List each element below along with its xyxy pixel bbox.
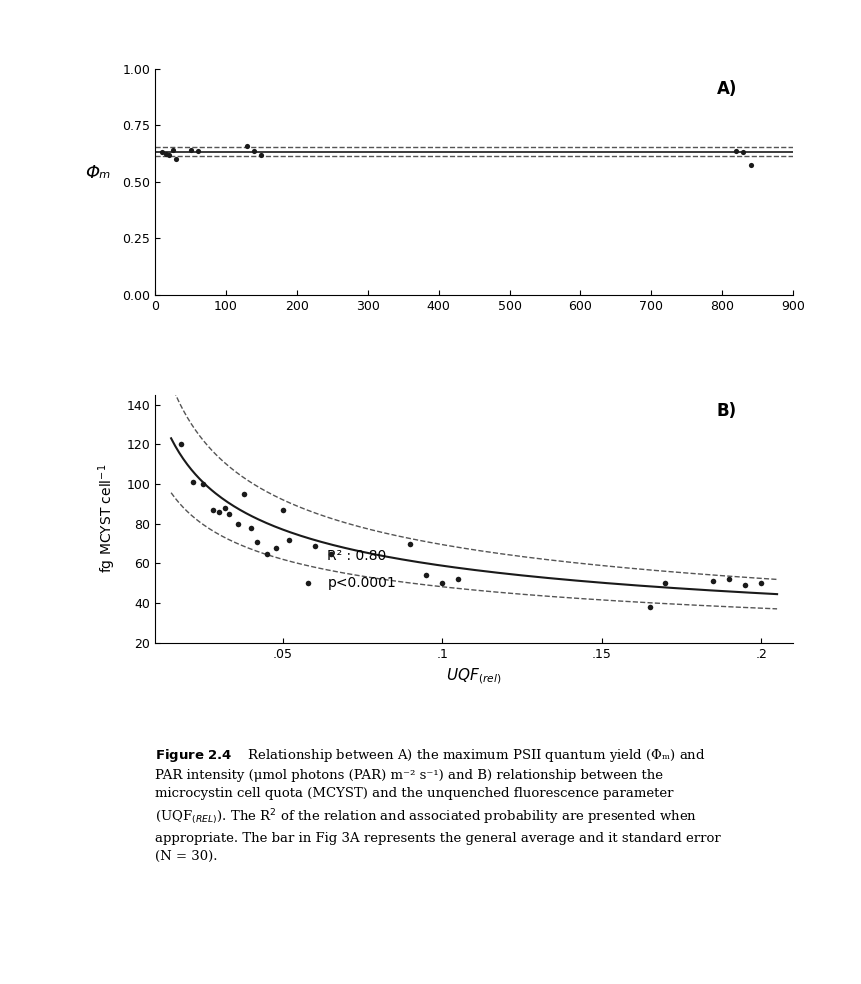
Point [190,144,204,159]
Point [158,146,172,161]
Point [218,500,232,516]
Point [276,502,289,518]
Point [212,504,226,520]
Point [705,574,719,589]
Point [206,502,220,518]
Point [244,520,257,535]
Point [301,576,315,591]
Point [250,533,263,549]
Point [282,531,295,547]
Y-axis label: Φₘ: Φₘ [84,163,110,182]
Point [269,539,283,555]
Point [186,474,200,490]
Point [753,576,767,591]
Point [642,599,656,615]
Point [418,568,432,584]
Text: B): B) [715,402,736,420]
Point [170,152,183,167]
Point [247,144,261,159]
Point [728,144,742,159]
Point [658,576,672,591]
Point [403,535,417,551]
Text: $\bf{Figure\ 2.4}$    Relationship between A) the maximum PSII quantum yield (Φₘ: $\bf{Figure\ 2.4}$ Relationship between … [155,747,720,863]
Point [155,145,169,160]
Point [259,546,273,562]
Text: p<0.0001: p<0.0001 [327,576,396,589]
Point [324,546,338,562]
Point [722,572,735,587]
Point [240,138,254,154]
Point [174,436,188,452]
Point [307,537,321,553]
Point [451,572,465,587]
Point [254,147,268,162]
Point [183,143,197,158]
Text: A): A) [715,80,736,98]
X-axis label: UQF$_{(rel)}$: UQF$_{(rel)}$ [446,666,501,686]
Point [238,486,251,502]
Point [743,157,757,173]
Point [735,145,749,160]
Point [737,578,751,593]
Point [231,516,245,531]
Point [221,506,235,522]
Point [162,147,176,162]
Y-axis label: fg MCYST cell$^{-1}$: fg MCYST cell$^{-1}$ [96,464,118,574]
Point [166,143,180,158]
Point [196,476,210,492]
Point [435,576,449,591]
Text: R² : 0.80: R² : 0.80 [327,548,387,563]
